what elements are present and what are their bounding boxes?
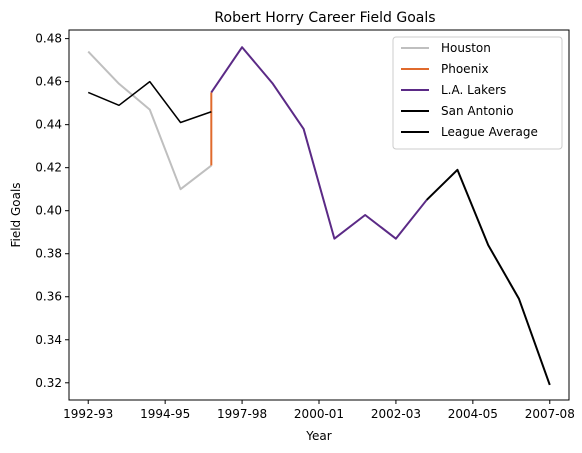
series-line-houston — [87, 50, 212, 191]
y-tick-label: 0.44 — [35, 118, 62, 132]
legend-label-houston: Houston — [441, 41, 491, 55]
series-line-league-average — [87, 80, 212, 124]
x-tick-label: 2004-05 — [448, 407, 498, 421]
x-tick-label: 1997-98 — [217, 407, 267, 421]
x-tick-label: 1994-95 — [140, 407, 190, 421]
y-tick-label: 0.34 — [35, 333, 62, 347]
y-tick-label: 0.40 — [35, 204, 62, 218]
x-axis-label: Year — [305, 429, 331, 443]
legend-label-phoenix: Phoenix — [441, 62, 489, 76]
legend-label-league-average: League Average — [441, 125, 538, 139]
y-tick-label: 0.42 — [35, 161, 62, 175]
y-tick-label: 0.38 — [35, 247, 62, 261]
legend-label-l-a-lakers: L.A. Lakers — [441, 83, 506, 97]
chart-title: Robert Horry Career Field Goals — [214, 10, 435, 26]
y-axis: 0.32 0.34 0.36 0.38 0.40 0.42 0.44 0.46 0.48 — [35, 32, 69, 390]
x-tick-label: 2002-03 — [371, 407, 421, 421]
plot-area — [87, 46, 551, 386]
x-axis: 1992-93 1994-95 1997-98 2000-01 2002-03 2004-… — [63, 400, 575, 421]
x-tick-label: 2000-01 — [294, 407, 344, 421]
x-tick-label: 2007-08 — [525, 407, 575, 421]
y-tick-label: 0.32 — [35, 376, 62, 390]
y-tick-label: 0.36 — [35, 290, 62, 304]
series-line-san-antonio — [425, 168, 551, 386]
legend-label-san-antonio: San Antonio — [441, 104, 514, 118]
y-axis-label: Field Goals — [9, 182, 23, 247]
y-tick-label: 0.48 — [35, 32, 62, 46]
y-tick-label: 0.46 — [35, 75, 62, 89]
x-tick-label: 1992-93 — [63, 407, 113, 421]
series-line-l-a-lakers — [210, 46, 428, 240]
legend: Houston Phoenix L.A. Lakers San Antonio Leag… — [392, 36, 563, 150]
legend-box — [392, 36, 563, 150]
